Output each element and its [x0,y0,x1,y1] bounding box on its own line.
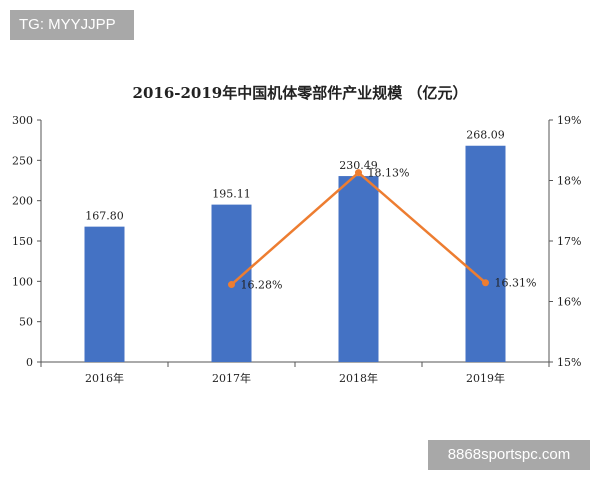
x-tick-label: 2018年 [339,371,378,385]
bar-2 [338,176,379,362]
left-tick-label: 200 [12,195,33,208]
bar-value-label-3: 268.09 [466,129,505,142]
line-point-1 [228,281,235,289]
watermark-bottom: 8868sportspc.com [428,440,590,470]
x-tick-label: 2019年 [466,371,505,385]
right-tick-label: 17% [557,235,581,248]
chart-title: 2016-2019年中国机体零部件产业规模 （亿元） [133,84,468,102]
line-point-3 [482,279,489,287]
bar-value-label-2: 230.49 [339,159,378,172]
line-value-label-2: 18.13% [368,167,410,180]
bar-3 [465,145,506,362]
ticks-group: 0 50 100 150 200 250 300 15% 16% 17% 18% 19% 2016年 20… [12,114,581,385]
right-tick-label: 16% [557,296,581,309]
watermark-top: TG: MYYJJPP [10,10,134,40]
bar-0 [84,226,125,362]
x-tick-label: 2017年 [212,371,251,385]
line-value-label-3: 16.31% [495,277,537,290]
left-tick-label: 250 [12,154,33,167]
right-tick-label: 18% [557,175,581,188]
line-point-2 [355,169,362,177]
bars-group [84,145,506,362]
x-tick-label: 2016年 [85,371,124,385]
left-tick-label: 100 [12,275,33,288]
left-tick-label: 150 [12,235,33,248]
left-tick-label: 50 [19,316,33,329]
line-group [228,169,489,289]
left-tick-label: 300 [12,114,33,127]
bar-value-label-1: 195.11 [212,188,251,201]
line-value-label-1: 16.28% [241,279,283,292]
data-labels-group: 167.80 195.11 230.49 268.09 16.28% 18.13% 16.3… [85,129,536,292]
bar-value-label-0: 167.80 [85,210,124,223]
right-tick-label: 15% [557,356,581,369]
left-tick-label: 0 [26,356,33,369]
right-tick-label: 19% [557,114,581,127]
